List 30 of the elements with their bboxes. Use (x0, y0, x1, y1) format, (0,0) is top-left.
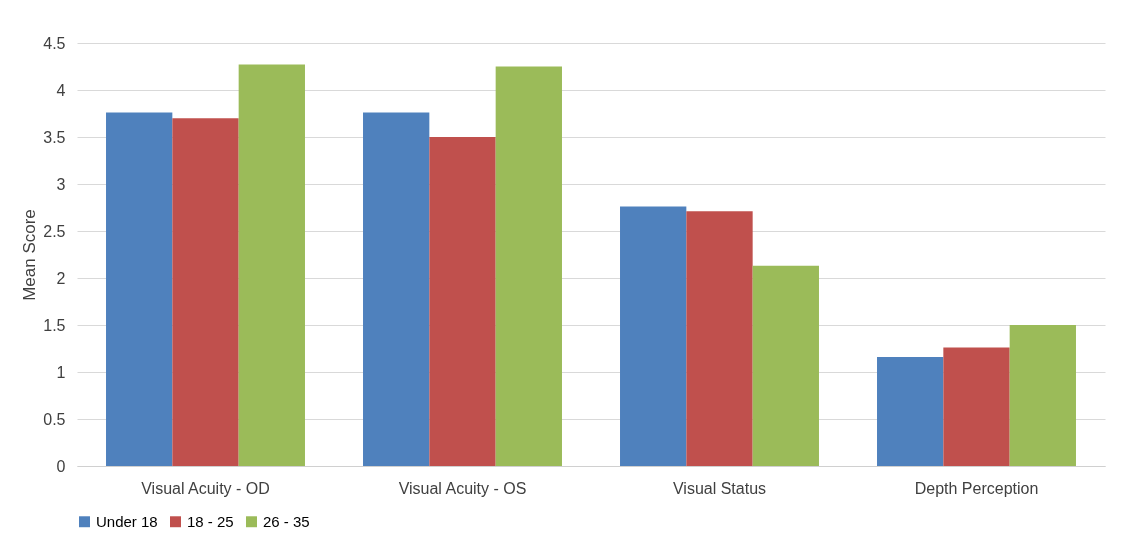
x-tick-label: Visual Acuity - OD (141, 479, 270, 497)
bar (238, 64, 305, 466)
y-tick-label: 0.5 (43, 410, 66, 428)
bar (363, 112, 430, 466)
x-tick-label: Depth Perception (914, 479, 1039, 497)
legend-label: Under 18 (96, 512, 158, 530)
x-tick-label: Visual Acuity - OS (398, 479, 527, 497)
bar (620, 206, 687, 466)
y-tick-label: 0 (56, 457, 66, 475)
bar (877, 356, 944, 466)
y-tick-label: 4 (56, 81, 66, 99)
bar (752, 265, 819, 466)
y-tick-label: 2.5 (43, 222, 66, 240)
bar (172, 118, 239, 466)
bar (495, 66, 562, 466)
y-tick-label: 4.5 (43, 34, 66, 52)
y-tick-label: 3.5 (43, 128, 66, 146)
y-tick-label: 2 (56, 269, 66, 287)
bar (106, 112, 173, 466)
x-tick-label: Visual Status (672, 479, 767, 497)
y-tick-label: 1.5 (43, 316, 66, 334)
y-axis-title: Mean Score (20, 209, 40, 301)
bar (1009, 325, 1076, 466)
y-tick-label: 3 (56, 175, 66, 193)
bar (429, 137, 496, 466)
legend-label: 18 - 25 (187, 512, 234, 530)
y-tick-label: 1 (56, 363, 66, 381)
legend-label: 26 - 35 (263, 512, 310, 530)
bar (686, 211, 753, 466)
bar (943, 347, 1010, 466)
